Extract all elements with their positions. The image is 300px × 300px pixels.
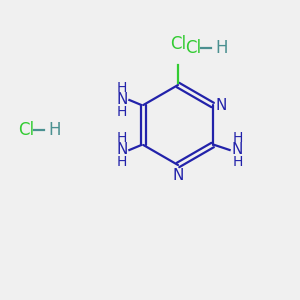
Text: Cl: Cl	[18, 121, 34, 139]
Text: H: H	[116, 155, 127, 169]
Text: N: N	[117, 142, 128, 158]
Text: H: H	[116, 105, 127, 119]
Text: H: H	[48, 121, 61, 139]
Text: H: H	[232, 155, 243, 169]
Text: Cl: Cl	[185, 39, 201, 57]
Text: H: H	[116, 81, 127, 95]
Text: H: H	[116, 131, 127, 145]
Text: N: N	[216, 98, 227, 112]
Text: N: N	[117, 92, 128, 107]
Text: H: H	[232, 131, 243, 145]
Text: H: H	[215, 39, 227, 57]
Text: N: N	[232, 142, 243, 158]
Text: Cl: Cl	[170, 35, 186, 53]
Text: N: N	[172, 168, 184, 183]
